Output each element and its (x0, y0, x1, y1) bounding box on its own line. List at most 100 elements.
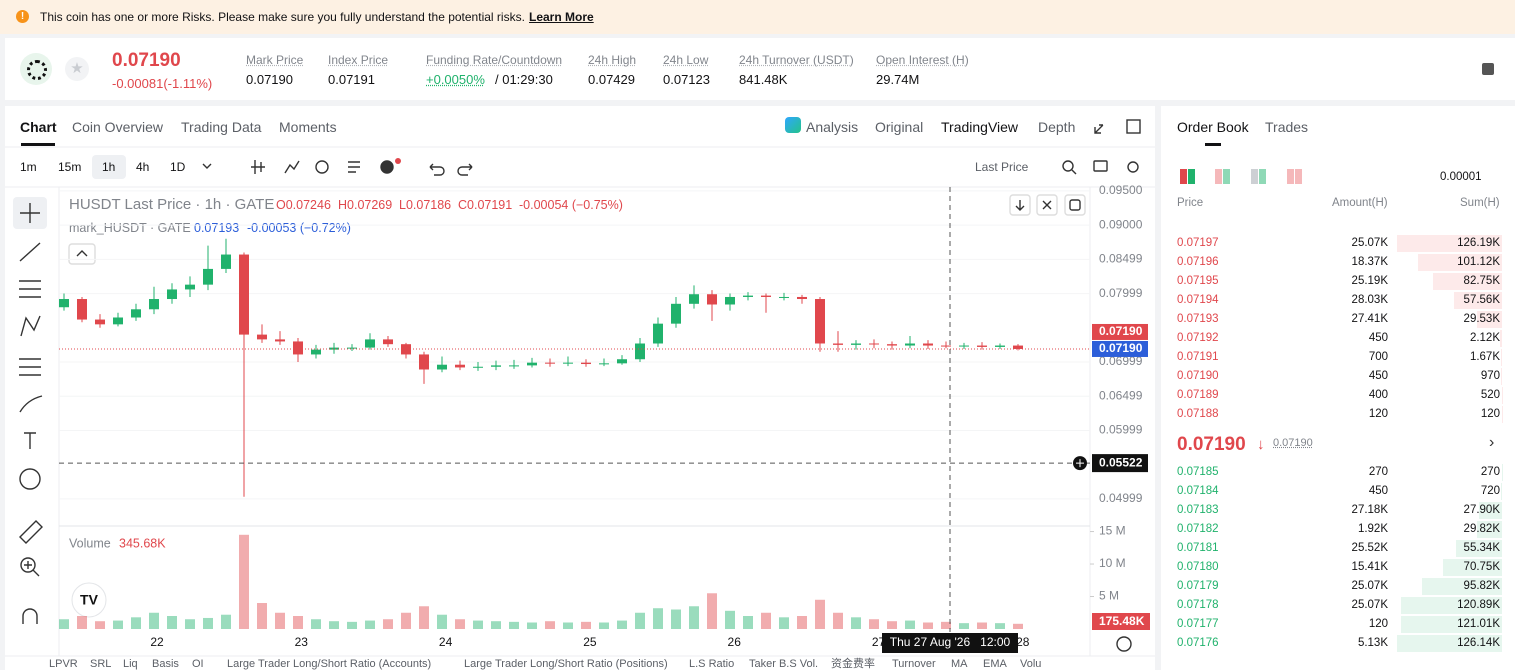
ob-price[interactable]: 0.07185 (1177, 466, 1219, 478)
depth-bar (1454, 292, 1502, 309)
indicator-tab[interactable]: L.S Ratio (689, 658, 734, 670)
view-tab[interactable]: TradingView (941, 119, 1019, 135)
chart-tab[interactable]: Chart (20, 119, 57, 135)
learn-more-link[interactable]: Learn More (529, 10, 594, 24)
interval[interactable]: 1h (102, 160, 116, 174)
view-tab[interactable]: Analysis (806, 119, 859, 135)
candle-body (437, 364, 447, 370)
ob-view-icon[interactable] (1295, 169, 1302, 184)
ob-tab[interactable]: Order Book (1177, 119, 1249, 135)
indicator-tab[interactable]: Turnover (892, 658, 936, 670)
indicator-tab[interactable]: Basis (152, 658, 179, 670)
ob-tab[interactable]: Trades (1265, 119, 1309, 135)
interval[interactable]: 1D (170, 160, 186, 174)
ob-price[interactable]: 0.07177 (1177, 618, 1219, 630)
volume-bar (707, 593, 717, 629)
chart-toolbar-icons[interactable] (68, 119, 1141, 652)
y-tick-label: 0.07999 (1099, 286, 1143, 300)
chart-tab[interactable]: Trading Data (181, 119, 262, 135)
interval[interactable]: 4h (136, 160, 150, 174)
ob-price[interactable]: 0.07196 (1177, 256, 1219, 268)
view-tab[interactable]: Original (875, 119, 924, 135)
volume-bar (653, 608, 663, 629)
legend-change: -0.00054 (−0.75%) (519, 198, 623, 212)
x-tick-label: 22 (150, 635, 164, 649)
indicator-tab[interactable]: OI (192, 658, 204, 670)
volume-bar (743, 616, 753, 629)
ob-price[interactable]: 0.07176 (1177, 637, 1219, 649)
drawing-tools[interactable] (13, 197, 47, 624)
ob-price[interactable]: 0.07193 (1177, 313, 1219, 325)
volume-bar (455, 619, 465, 629)
price-type[interactable]: Last Price (975, 160, 1029, 174)
ob-view-icon[interactable] (1287, 169, 1294, 184)
ob-view-icon[interactable] (1180, 169, 1187, 184)
ob-view-icon[interactable] (1215, 169, 1222, 184)
interval[interactable]: 15m (58, 160, 82, 174)
volume-bar (95, 621, 105, 629)
ob-price[interactable]: 0.07191 (1177, 351, 1219, 363)
chart-tab[interactable]: Coin Overview (72, 119, 164, 135)
indicator-tab[interactable]: SRL (90, 658, 111, 670)
ob-more[interactable]: › (1489, 434, 1495, 451)
indicator-tab[interactable]: EMA (983, 658, 1008, 670)
stat-label: 24h High (588, 53, 637, 67)
crosshair-time-label: Thu 27 Aug '26 12:00 (890, 635, 1011, 649)
x-tick-label: 25 (583, 635, 597, 649)
chart-tab[interactable]: Moments (279, 119, 337, 135)
indicator-tab[interactable]: Taker B.S Vol. (749, 658, 818, 670)
ob-price[interactable]: 0.07180 (1177, 561, 1219, 573)
indicator-tab[interactable]: 资金费率 (831, 656, 875, 670)
indicator-tab[interactable]: Volu (1020, 658, 1041, 670)
indicator-tab[interactable]: Liq (123, 658, 138, 670)
legend-low: L0.07186 (399, 198, 452, 212)
volume-bar (77, 616, 87, 629)
indicator-tab[interactable]: LPVR (49, 658, 78, 670)
ob-price[interactable]: 0.07195 (1177, 275, 1219, 287)
ob-price[interactable]: 0.07183 (1177, 504, 1219, 516)
indicator-tab[interactable]: Large Trader Long/Short Ratio (Positions… (464, 658, 668, 670)
ob-sum: 82.75K (1463, 275, 1500, 287)
indicator-tab[interactable]: MA (951, 658, 968, 670)
stat-label: Open Interest (H) (876, 53, 969, 67)
ob-view-icon[interactable] (1251, 169, 1258, 184)
notes-icon[interactable] (1482, 63, 1494, 75)
ob-mid-mark: 0.07190 (1273, 437, 1313, 449)
ob-price[interactable]: 0.07181 (1177, 542, 1219, 554)
ob-price[interactable]: 0.07188 (1177, 408, 1219, 420)
order-book-panel (1161, 106, 1515, 670)
legend-mark-value: 0.07193 (194, 221, 240, 235)
volume-bar (545, 621, 555, 629)
tradingview-logo: TV (71, 582, 107, 618)
ob-view-icon[interactable] (1188, 169, 1195, 184)
depth-bar (1477, 521, 1502, 538)
candle-body (743, 295, 753, 297)
ob-view-icon[interactable] (1223, 169, 1230, 184)
ob-price[interactable]: 0.07182 (1177, 523, 1219, 535)
ob-price[interactable]: 0.07179 (1177, 580, 1219, 592)
ob-price[interactable]: 0.07197 (1177, 237, 1219, 249)
ob-sum: 27.90K (1463, 504, 1500, 516)
favorite-button[interactable]: ★ (65, 57, 89, 81)
view-tab[interactable]: Depth (1038, 119, 1076, 135)
ob-view-icon[interactable] (1259, 169, 1266, 184)
candle-body (491, 365, 501, 367)
warning-icon: ! (16, 10, 29, 23)
ob-price[interactable]: 0.07192 (1177, 332, 1219, 344)
ob-precision[interactable]: 0.00001 (1440, 171, 1482, 183)
ob-price[interactable]: 0.07194 (1177, 294, 1219, 306)
ob-sum: 120.89K (1457, 599, 1500, 611)
ob-price[interactable]: 0.07190 (1177, 370, 1219, 382)
ob-price[interactable]: 0.07178 (1177, 599, 1219, 611)
ob-sum: 126.14K (1457, 637, 1500, 649)
candle-body (923, 343, 933, 346)
ob-price[interactable]: 0.07184 (1177, 485, 1219, 497)
ob-price[interactable]: 0.07189 (1177, 389, 1219, 401)
interval[interactable]: 1m (20, 160, 37, 174)
y-tick-label: 0.09500 (1099, 183, 1143, 197)
indicator-tab[interactable]: Large Trader Long/Short Ratio (Accounts) (227, 658, 431, 670)
volume-bar (275, 612, 285, 629)
ob-amount: 25.07K (1351, 237, 1388, 249)
volume-bar (167, 616, 177, 629)
legend-mark-change: -0.00053 (−0.72%) (247, 221, 351, 235)
